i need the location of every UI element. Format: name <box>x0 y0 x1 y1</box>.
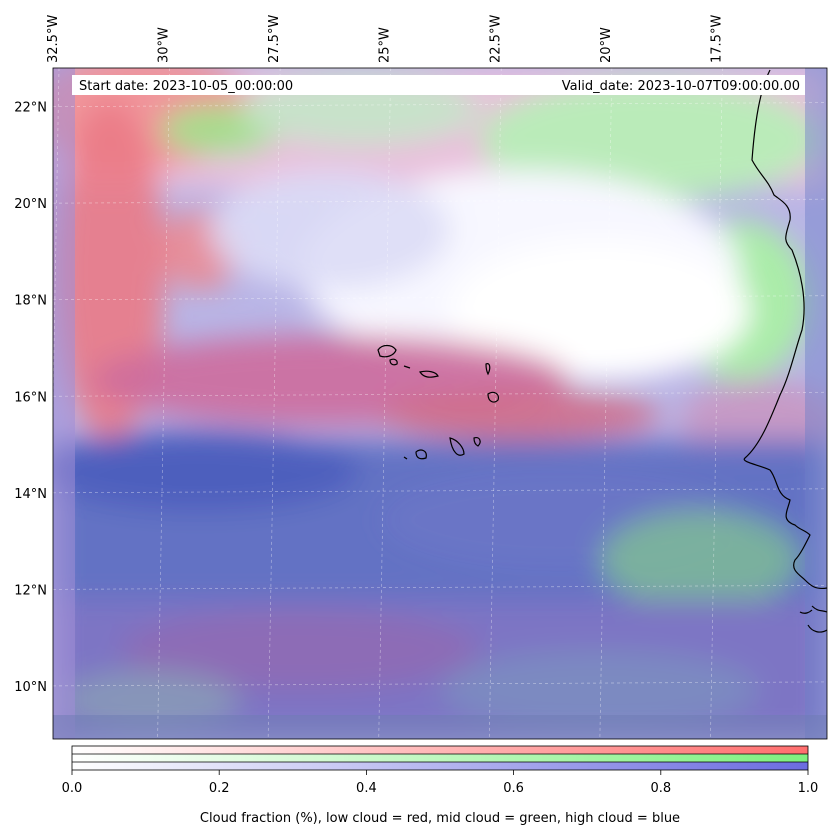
latitude-labels: 22°N 20°N 18°N 16°N 14°N 12°N 10°N <box>14 101 47 695</box>
latitude-label: 12°N <box>14 583 47 598</box>
start-date-text: Start date: 2023-10-05_00:00:00 <box>79 79 293 94</box>
colorbar-tick-label: 0.4 <box>356 781 377 796</box>
gridline-lon <box>488 68 502 739</box>
latitude-label: 20°N <box>14 197 47 212</box>
valid-date-text: Valid_date: 2023-10-07T09:00:00.00 <box>562 79 800 94</box>
colorbar-tick-label: 0.0 <box>62 781 83 796</box>
longitude-label: 25°W <box>378 27 393 63</box>
gridline-lon <box>378 68 392 739</box>
latitude-label: 18°N <box>14 294 47 309</box>
colorbar-mid-row <box>72 754 808 762</box>
latitude-label: 10°N <box>14 680 47 695</box>
gridline-lon <box>599 68 613 739</box>
longitude-label: 32.5°W <box>46 15 61 63</box>
colorbar-title: Cloud fraction (%), low cloud = red, mid… <box>200 811 680 826</box>
gridline-lon <box>157 68 170 739</box>
map-gridlines <box>53 68 827 739</box>
longitude-labels: 32.5°W 30°W 27.5°W 25°W 22.5°W 20°W 17.5°W <box>46 15 724 63</box>
cape-verde-islands <box>377 344 499 460</box>
colorbar-tick-label: 0.8 <box>650 781 671 796</box>
date-banner <box>72 75 805 95</box>
latitude-label: 16°N <box>14 390 47 405</box>
coastline <box>743 69 827 633</box>
colorbar-low-row <box>72 746 808 754</box>
colorbar-tick-label: 1.0 <box>798 781 819 796</box>
longitude-label: 20°W <box>599 27 614 63</box>
longitude-label: 27.5°W <box>267 15 282 63</box>
colorbar-tick-label: 0.2 <box>209 781 230 796</box>
latitude-label: 22°N <box>14 101 47 116</box>
longitude-label: 17.5°W <box>709 15 724 63</box>
gridline-lon <box>710 68 723 739</box>
longitude-label: 22.5°W <box>488 15 503 63</box>
colorbar-high-row <box>72 762 808 770</box>
latitude-label: 14°N <box>14 487 47 502</box>
colorbar: 0.0 0.2 0.4 0.6 0.8 1.0 Cloud fraction (%), l… <box>62 745 819 826</box>
gridline-lon <box>267 68 281 739</box>
map-frame <box>52 67 828 740</box>
longitude-label: 30°W <box>157 27 172 63</box>
colorbar-tick-label: 0.6 <box>503 781 524 796</box>
